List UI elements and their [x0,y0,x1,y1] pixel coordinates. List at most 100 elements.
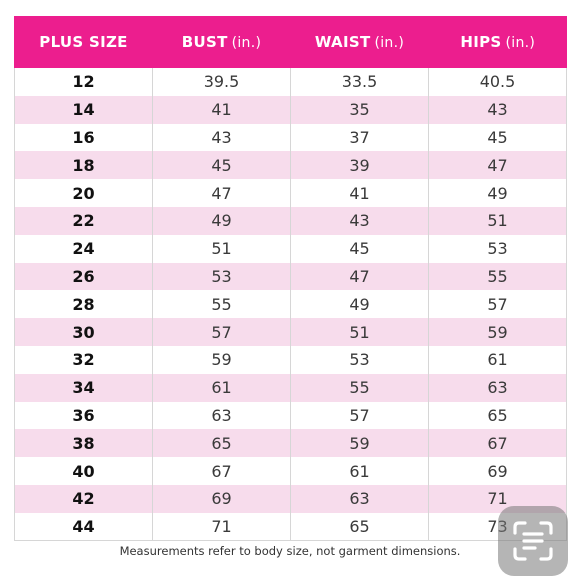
waist-cell: 65 [290,512,429,542]
size-cell: 28 [14,290,153,319]
header-label: WAIST [314,33,371,51]
table-row: 28 55 49 57 [14,290,567,319]
hips-cell: 45 [428,123,567,152]
hips-cell: 67 [428,429,567,458]
waist-cell: 43 [290,206,429,235]
waist-cell: 41 [290,179,429,207]
waist-cell: 47 [290,262,429,291]
table-row: 36 63 57 65 [14,401,567,430]
table-row: 44716573 [14,512,567,542]
table-row: 34 61 55 63 [14,373,567,402]
size-cell: 20 [14,179,153,207]
table-row: 30 57 51 59 [14,318,567,346]
size-cell: 26 [14,262,153,291]
hips-cell: 47 [428,151,567,180]
table-row: 20 47 41 49 [14,179,567,207]
header-waist: WAIST (in.) [290,16,429,68]
table-row: 40 67 61 69 [14,457,567,485]
size-cell: 12 [14,68,153,96]
hips-cell: 63 [428,373,567,402]
hips-cell: 49 [428,179,567,207]
hips-cell: 61 [428,345,567,374]
table-row: 26 53 47 55 [14,262,567,291]
header-unit: (in.) [231,35,262,51]
hips-cell: 51 [428,206,567,235]
size-cell: 44 [14,512,153,542]
bust-cell: 45 [152,151,291,180]
hips-cell: 57 [428,290,567,319]
size-cell: 14 [14,95,153,124]
scan-text-button[interactable] [498,506,568,576]
hips-cell: 59 [428,318,567,346]
header-label: HIPS [460,33,502,51]
hips-cell: 40.5 [428,68,567,96]
bust-cell: 43 [152,123,291,152]
size-cell: 34 [14,373,153,402]
bust-cell: 69 [152,484,291,513]
scan-text-icon [513,521,553,561]
waist-cell: 63 [290,484,429,513]
footnote: Measurements refer to body size, not gar… [119,544,461,558]
size-cell: 32 [14,345,153,374]
header-plus-size: PLUS SIZE [14,16,153,68]
table-row: 38 65 59 67 [14,429,567,458]
table-row: 24 51 45 53 [14,234,567,263]
header-label: BUST [181,33,228,51]
bust-cell: 49 [152,206,291,235]
waist-cell: 61 [290,457,429,485]
hips-cell: 53 [428,234,567,263]
bust-cell: 51 [152,234,291,263]
table-row: 16 43 37 45 [14,123,567,152]
waist-cell: 45 [290,234,429,263]
table-row: 14 41 35 43 [14,95,567,124]
waist-cell: 37 [290,123,429,152]
waist-cell: 53 [290,345,429,374]
table-row: 12 39.5 33.5 40.5 [14,68,567,96]
size-cell: 36 [14,401,153,430]
bust-cell: 61 [152,373,291,402]
size-cell: 22 [14,206,153,235]
table-body: 12 39.5 33.5 40.5 14 41 35 43 16 43 37 45 18 45 39 47 20… [14,68,567,542]
bust-cell: 53 [152,262,291,291]
table-header-row: PLUS SIZE BUST (in.) WAIST (in.) HIPS (in.) [14,16,567,68]
bust-cell: 65 [152,429,291,458]
bust-cell: 55 [152,290,291,319]
waist-cell: 49 [290,290,429,319]
size-cell: 30 [14,318,153,346]
hips-cell: 65 [428,401,567,430]
waist-cell: 33.5 [290,68,429,96]
table-row: 22 49 43 51 [14,206,567,235]
size-cell: 38 [14,429,153,458]
header-bust: BUST (in.) [152,16,291,68]
bust-cell: 63 [152,401,291,430]
waist-cell: 57 [290,401,429,430]
size-cell: 18 [14,151,153,180]
size-cell: 16 [14,123,153,152]
waist-cell: 39 [290,151,429,180]
waist-cell: 51 [290,318,429,346]
bust-cell: 57 [152,318,291,346]
table-row: 42 69 63 71 [14,484,567,513]
bust-cell: 41 [152,95,291,124]
header-unit: (in.) [505,35,536,51]
header-hips: HIPS (in.) [428,16,567,68]
waist-cell: 55 [290,373,429,402]
size-cell: 40 [14,457,153,485]
hips-cell: 69 [428,457,567,485]
table-row: 18 45 39 47 [14,151,567,180]
waist-cell: 35 [290,95,429,124]
bust-cell: 71 [152,512,291,542]
hips-cell: 43 [428,95,567,124]
size-cell: 24 [14,234,153,263]
waist-cell: 59 [290,429,429,458]
size-chart: PLUS SIZE BUST (in.) WAIST (in.) HIPS (in.)… [14,16,567,542]
size-table: PLUS SIZE BUST (in.) WAIST (in.) HIPS (in.)… [14,16,567,542]
hips-cell: 55 [428,262,567,291]
size-cell: 42 [14,484,153,513]
bust-cell: 59 [152,345,291,374]
bust-cell: 67 [152,457,291,485]
header-unit: (in.) [374,35,405,51]
bust-cell: 39.5 [152,68,291,96]
bust-cell: 47 [152,179,291,207]
table-row: 32 59 53 61 [14,345,567,374]
